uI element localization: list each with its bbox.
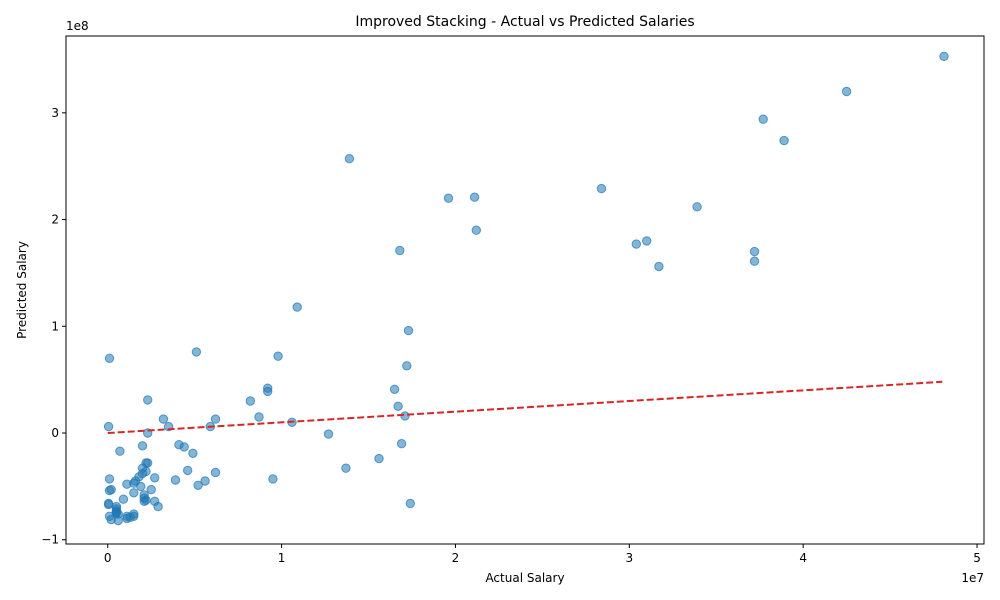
x-tick-label: 5: [973, 551, 981, 565]
data-point: [389, 384, 400, 394]
y-tick-label: 3: [51, 106, 59, 120]
x-tick-label: 4: [799, 551, 807, 565]
data-point: [153, 501, 163, 512]
data-point: [139, 496, 149, 506]
data-point: [122, 479, 132, 489]
data-point: [137, 441, 148, 451]
data-point: [115, 446, 125, 456]
data-point: [402, 361, 412, 371]
data-point: [344, 154, 355, 164]
y-axis-label: Predicted Salary: [15, 241, 29, 339]
data-point: [469, 192, 480, 202]
y-tick-label: 0: [51, 426, 59, 440]
data-point: [118, 494, 129, 504]
data-point: [631, 239, 641, 249]
points-layer: [103, 51, 949, 526]
data-point: [596, 183, 607, 194]
data-point: [642, 236, 652, 246]
data-point: [292, 302, 302, 312]
data-point: [405, 498, 415, 509]
data-point: [104, 353, 115, 363]
data-point: [104, 474, 115, 484]
y-axis-ticks: −1 0 1 2 3: [41, 106, 66, 547]
y-tick-label: 1: [51, 319, 59, 333]
data-point: [183, 465, 193, 476]
x-tick-label: 2: [452, 551, 460, 565]
data-point: [395, 245, 405, 256]
data-point: [374, 453, 384, 464]
x-offset-label: 1e7: [961, 571, 984, 585]
data-point: [749, 246, 760, 257]
data-point: [341, 463, 351, 473]
data-point: [200, 476, 210, 486]
data-point: [654, 261, 664, 272]
data-point: [245, 396, 256, 406]
data-point: [150, 473, 160, 483]
data-point: [393, 401, 403, 411]
data-point: [254, 412, 264, 422]
data-point: [396, 439, 407, 449]
data-point: [193, 480, 203, 490]
data-point: [268, 474, 278, 484]
data-point: [103, 421, 114, 432]
data-point: [179, 442, 189, 452]
x-axis-label: Actual Salary: [485, 571, 564, 585]
x-tick-label: 1: [278, 551, 286, 565]
y-tick-label: 2: [51, 213, 59, 227]
y-offset-label: 1e8: [66, 19, 89, 33]
x-tick-label: 3: [625, 551, 633, 565]
data-point: [263, 386, 273, 397]
data-point: [779, 135, 789, 146]
data-point: [210, 414, 221, 424]
data-point: [113, 515, 123, 526]
data-point: [403, 325, 414, 336]
y-tick-label: −1: [41, 533, 59, 547]
data-point: [104, 485, 115, 496]
trend-line: [107, 380, 943, 434]
x-tick-label: 0: [104, 551, 112, 565]
data-point: [939, 51, 949, 61]
trend-layer: [107, 380, 943, 434]
data-point: [158, 414, 169, 424]
data-point: [143, 395, 153, 405]
data-point: [170, 475, 181, 485]
data-point: [146, 484, 156, 495]
data-point: [103, 499, 114, 510]
data-point: [188, 448, 198, 458]
data-point: [749, 256, 760, 266]
data-point: [323, 429, 334, 439]
data-point: [129, 488, 139, 498]
data-point: [758, 114, 768, 124]
data-point: [443, 193, 454, 203]
chart-title: Improved Stacking - Actual vs Predicted …: [355, 14, 694, 30]
data-point: [273, 351, 283, 361]
data-point: [136, 481, 146, 492]
data-point: [210, 467, 221, 478]
data-point: [122, 513, 132, 524]
data-point: [191, 347, 202, 357]
data-point: [841, 86, 852, 97]
plot-frame: [65, 35, 985, 545]
x-axis-ticks: 0 1 2 3 4 5: [104, 544, 981, 565]
data-point: [692, 202, 702, 212]
data-point: [471, 225, 481, 235]
